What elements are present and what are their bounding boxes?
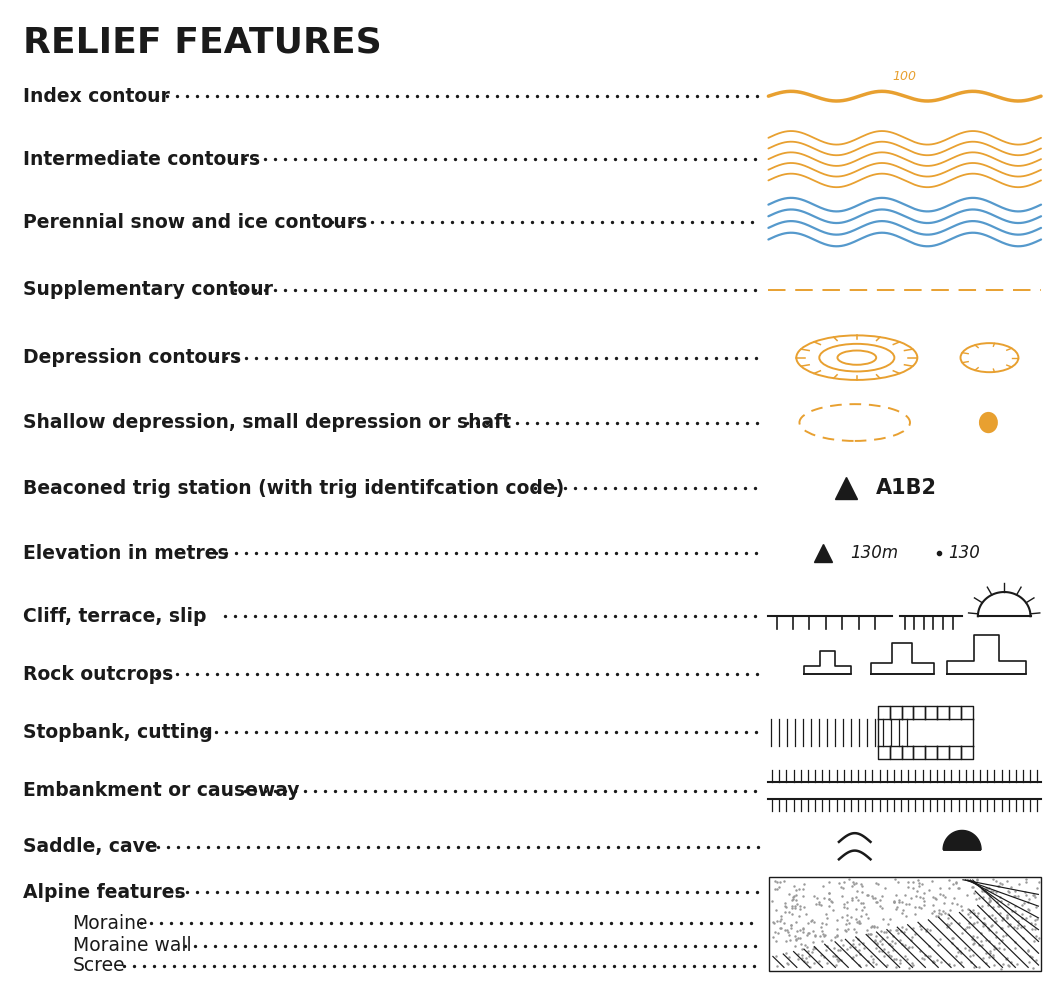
Ellipse shape bbox=[979, 412, 998, 434]
Text: A1B2: A1B2 bbox=[875, 479, 937, 498]
Text: Supplementary contour: Supplementary contour bbox=[23, 281, 273, 299]
Text: 130m: 130m bbox=[851, 544, 899, 562]
Text: Moraine wall: Moraine wall bbox=[72, 936, 191, 955]
Text: Stopbank, cutting: Stopbank, cutting bbox=[23, 723, 213, 742]
Text: RELIEF FEATURES: RELIEF FEATURES bbox=[23, 26, 382, 60]
Text: Elevation in metres: Elevation in metres bbox=[23, 543, 229, 563]
Text: Saddle, cave: Saddle, cave bbox=[23, 837, 158, 856]
Text: Embankment or causeway: Embankment or causeway bbox=[23, 781, 299, 800]
Text: Rock outcrops: Rock outcrops bbox=[23, 665, 173, 684]
Text: Scree: Scree bbox=[72, 956, 125, 975]
Text: Cliff, terrace, slip: Cliff, terrace, slip bbox=[23, 606, 207, 626]
Text: Perennial snow and ice contours: Perennial snow and ice contours bbox=[23, 213, 367, 232]
Text: Moraine: Moraine bbox=[72, 913, 149, 933]
Text: 130: 130 bbox=[949, 544, 980, 562]
Text: Beaconed trig station (with trig identifcation code): Beaconed trig station (with trig identif… bbox=[23, 479, 564, 498]
Text: 100: 100 bbox=[892, 70, 917, 82]
Bar bbox=[769, 877, 1041, 970]
Text: Index contour: Index contour bbox=[23, 86, 170, 106]
Text: Shallow depression, small depression or shaft: Shallow depression, small depression or … bbox=[23, 413, 511, 432]
Text: Alpine features: Alpine features bbox=[23, 883, 186, 902]
Text: Depression contours: Depression contours bbox=[23, 348, 241, 367]
Text: Intermediate contours: Intermediate contours bbox=[23, 150, 260, 169]
Polygon shape bbox=[943, 831, 981, 850]
